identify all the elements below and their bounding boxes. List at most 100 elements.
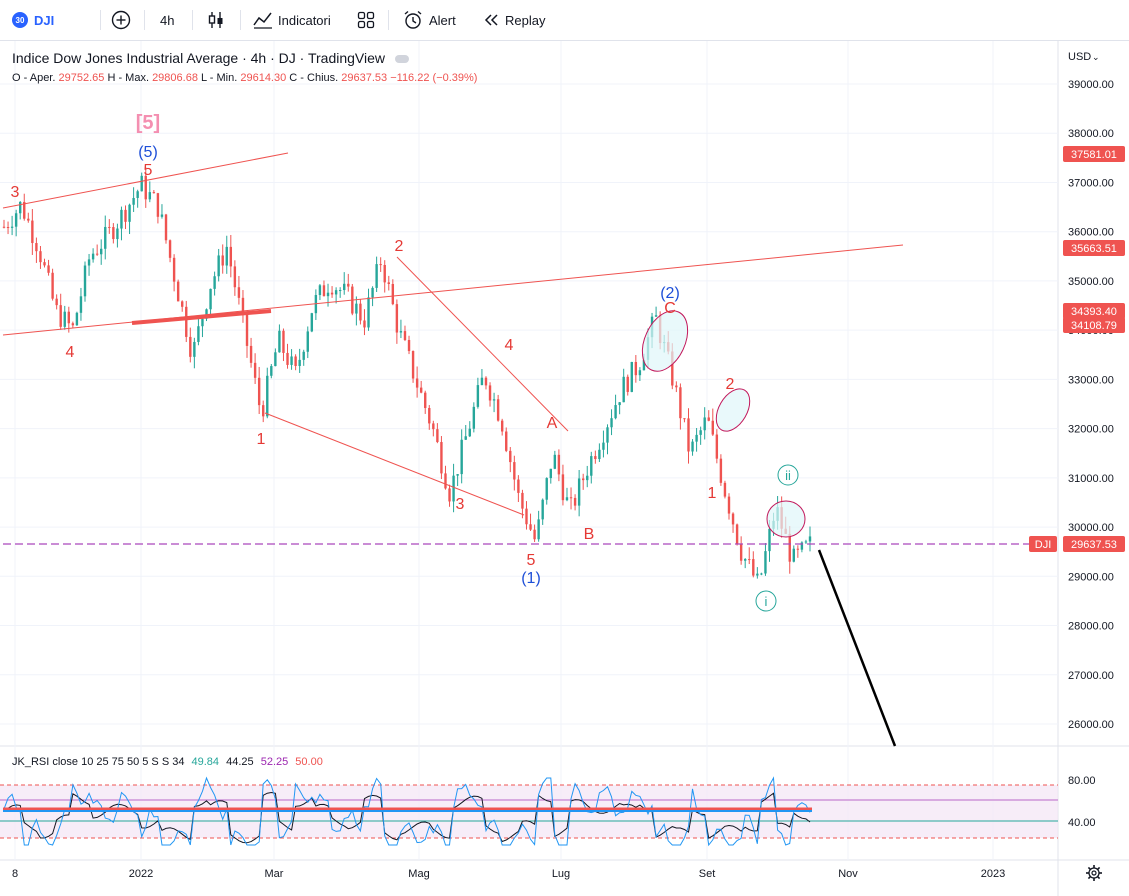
candle-body: [561, 474, 565, 501]
price-tick: 26000.00: [1068, 719, 1114, 731]
candle-body: [711, 420, 714, 435]
candle-body: [95, 253, 99, 255]
candle-body: [55, 298, 58, 306]
alert-button[interactable]: Alert: [402, 8, 456, 32]
candle-body: [116, 228, 119, 240]
price-chart[interactable]: [5] (5) 5 3 4 2 1 4 3 5 (1) A B C (2) 2 …: [0, 41, 1129, 896]
indicators-label: Indicatori: [278, 12, 331, 28]
candle-body: [164, 214, 168, 241]
candle-body: [618, 402, 621, 406]
open-o-label: O: [12, 72, 21, 84]
wave-label-ii: ii: [785, 468, 791, 483]
price-tag-label: 37581.01: [1071, 149, 1117, 161]
price-tick: 38000.00: [1068, 128, 1114, 140]
templates-button[interactable]: [356, 8, 376, 32]
candle-body: [610, 418, 613, 428]
candle-body: [748, 559, 751, 561]
toolbar-divider: [240, 10, 241, 30]
candle-body: [752, 559, 755, 576]
rsi-legend[interactable]: JK_RSI close 10 25 75 50 5 S S 34 49.84 …: [12, 756, 323, 768]
wave-label-5-top: 5: [144, 162, 153, 179]
candle-body: [355, 303, 358, 314]
wave-label-paren-2: (2): [660, 285, 680, 302]
price-tick: 28000.00: [1068, 621, 1114, 633]
candle-body: [108, 226, 111, 228]
rsi-value-4: 50.00: [295, 756, 323, 768]
candle-body: [144, 175, 147, 200]
candle-body: [464, 436, 467, 440]
candle-body: [249, 345, 253, 363]
chart-type-button[interactable]: [206, 8, 226, 32]
time-tick: Lug: [552, 868, 570, 880]
wave-ii-ellipse: [766, 500, 806, 538]
candle-body: [484, 377, 488, 386]
candle-body: [112, 227, 115, 240]
candle-body: [257, 377, 261, 406]
currency-label[interactable]: USD: [1068, 51, 1091, 63]
candle-body: [23, 201, 26, 219]
candle-body: [326, 292, 330, 297]
wave-label-4-left: 4: [66, 344, 75, 361]
candle-body: [132, 197, 135, 205]
candle-body: [533, 529, 536, 540]
candle-body: [468, 428, 471, 437]
candle-body: [262, 405, 265, 417]
candle-body: [395, 304, 399, 333]
interval-button[interactable]: 4h: [160, 12, 175, 28]
ohlc-legend: O - Aper. 29752.65 H - Max. 29806.68 L -…: [12, 72, 477, 84]
candle-body: [120, 209, 123, 229]
candle-body: [565, 497, 569, 501]
chart-title[interactable]: Indice Dow Jones Industrial Average · 4h…: [12, 50, 410, 66]
add-symbol-button[interactable]: [110, 8, 132, 32]
toolbar-divider: [388, 10, 389, 30]
candle-body: [419, 387, 423, 393]
indicators-button[interactable]: Indicatori: [252, 8, 331, 32]
wave-label-B: B: [584, 526, 595, 543]
settings-gear-icon[interactable]: [1086, 865, 1102, 881]
candle-body: [383, 264, 386, 283]
price-tag-label: 34108.79: [1071, 320, 1117, 332]
currency-chevron-icon[interactable]: ⌄: [1092, 52, 1100, 62]
price-tick: 37000.00: [1068, 177, 1114, 189]
wave-label-2-sep: 2: [726, 376, 735, 393]
candle-body: [671, 351, 674, 386]
candle-body: [379, 264, 382, 266]
candle-body: [148, 192, 152, 200]
drawings: [2, 152, 1058, 747]
candle-body: [630, 361, 633, 392]
candle-body: [577, 478, 581, 506]
time-axis[interactable]: 8 2022 Mar Mag Lug Set Nov 2023: [12, 868, 1005, 880]
candle-body: [517, 479, 520, 493]
candle-body: [310, 313, 314, 332]
rsi-value-2: 44.25: [226, 756, 254, 768]
candle-body: [51, 272, 54, 299]
candle-body: [217, 255, 220, 277]
rsi-tick-80: 80.00: [1068, 775, 1096, 787]
candle-body: [334, 290, 338, 295]
symbol-search-button[interactable]: 30 DJI: [12, 8, 54, 32]
replay-button[interactable]: Replay: [482, 8, 545, 32]
rsi-main-line: [3, 776, 811, 847]
candle-body: [19, 201, 22, 214]
price-axis[interactable]: 39000.00 38000.00 37000.00 36000.00 35000.00…: [1029, 79, 1125, 731]
candle-body: [209, 288, 212, 310]
candle-body: [626, 376, 629, 392]
candle-body: [59, 305, 62, 327]
wave-labels: [5] (5) 5 3 4 2 1 4 3 5 (1) A B C (2) 2 …: [11, 112, 791, 609]
candle-body: [768, 528, 771, 552]
candle-body: [124, 209, 127, 222]
candle-body: [509, 450, 512, 463]
rsi-lines: [3, 776, 811, 847]
candle-body: [172, 257, 176, 282]
candle-body: [229, 246, 233, 267]
time-tick: Mag: [408, 868, 429, 880]
time-tick: 8: [12, 868, 18, 880]
low-value: 29614.30: [240, 72, 287, 84]
collapse-legend-button[interactable]: [395, 55, 410, 64]
open-label: - Aper.: [23, 72, 56, 84]
candle-body: [808, 536, 812, 542]
candle-body: [2, 226, 6, 228]
price-tick: 27000.00: [1068, 670, 1114, 682]
candle-body: [756, 573, 759, 576]
candle-body: [278, 330, 281, 353]
